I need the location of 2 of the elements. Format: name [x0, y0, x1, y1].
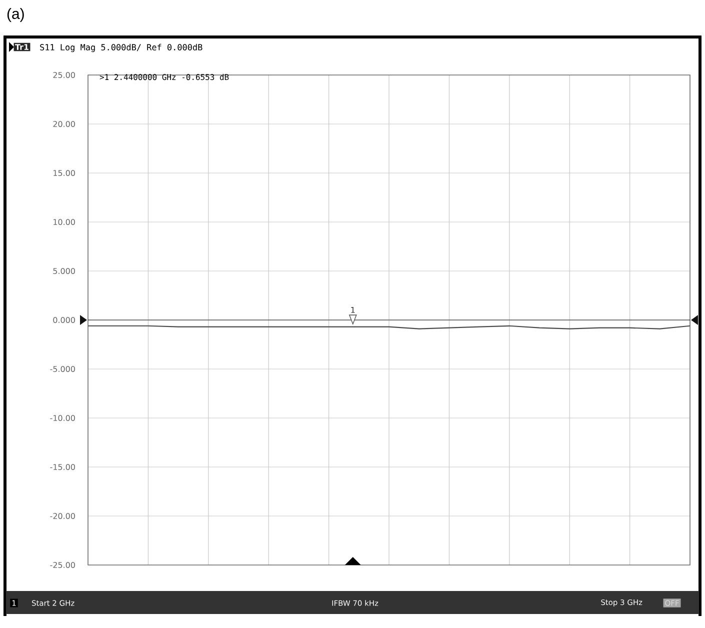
- chart-subtitle: S11 Log Mag 5.000dB/ Ref 0.000dB: [40, 44, 202, 52]
- chart-title: (a): [7, 8, 24, 22]
